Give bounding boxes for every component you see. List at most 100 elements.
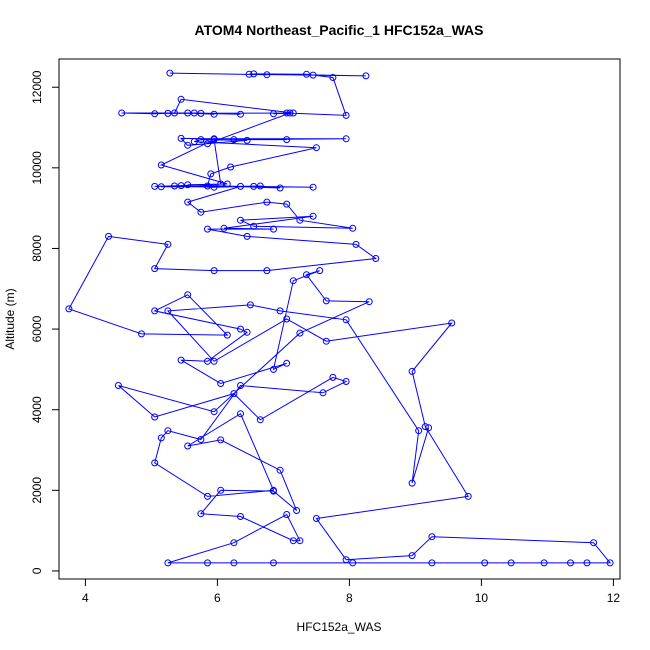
data-point (184, 141, 192, 149)
data-point (105, 232, 112, 240)
data-point (204, 140, 211, 148)
data-point (250, 182, 258, 190)
data-point (303, 271, 310, 279)
data-point (204, 182, 211, 190)
data-point (230, 539, 238, 547)
data-point (289, 537, 297, 545)
data-point (246, 301, 254, 309)
data-point (204, 357, 211, 365)
data-point (316, 267, 324, 275)
data-point (342, 111, 350, 119)
y-tick-label: 4000 (30, 396, 44, 423)
data-point (166, 69, 174, 77)
data-point (190, 109, 198, 117)
data-point (204, 225, 211, 233)
data-point (408, 367, 416, 375)
data-point (329, 373, 337, 381)
data-point (342, 378, 350, 385)
data-point (263, 71, 271, 79)
data-point (270, 559, 277, 567)
data-point (319, 389, 327, 397)
data-point (151, 459, 159, 467)
data-point (151, 110, 159, 118)
data-point (342, 135, 350, 143)
y-tick-label: 8000 (30, 235, 44, 262)
data-point (365, 298, 373, 306)
data-point (276, 307, 284, 315)
data-point (342, 556, 350, 564)
data-point (184, 442, 192, 450)
data-point (237, 216, 244, 224)
data-point (190, 138, 198, 146)
data-point (151, 413, 159, 421)
data-point (151, 265, 159, 273)
data-point (303, 70, 310, 78)
data-point (567, 559, 574, 567)
data-point (293, 507, 301, 514)
data-point (270, 487, 277, 495)
data-point (270, 365, 277, 373)
data-point (329, 74, 337, 81)
data-point (250, 222, 258, 230)
data-point (177, 182, 185, 190)
data-point (349, 559, 357, 567)
data-point (296, 216, 304, 224)
data-point (296, 537, 304, 545)
data-series (65, 69, 614, 567)
data-point (540, 559, 548, 567)
data-point (210, 183, 218, 191)
y-tick-label: 0 (30, 567, 44, 574)
data-point (157, 183, 165, 191)
data-point (230, 390, 238, 398)
data-point (349, 224, 357, 232)
data-point (151, 182, 159, 190)
y-tick-label: 12000 (30, 70, 44, 104)
data-point (223, 331, 231, 339)
data-point (352, 240, 360, 248)
x-axis: 4 6 8 10 12 (82, 578, 620, 605)
data-point (171, 182, 178, 190)
data-point (223, 180, 231, 188)
data-point (237, 182, 244, 190)
data-point (197, 136, 205, 144)
data-point (227, 163, 235, 171)
data-point (184, 291, 192, 299)
data-point (237, 325, 244, 333)
data-point (164, 559, 172, 567)
data-point (428, 533, 436, 541)
data-point (197, 510, 205, 518)
data-point (263, 267, 271, 275)
data-point (309, 212, 317, 220)
y-axis-label: Altitude (m) (3, 288, 17, 349)
data-point (283, 200, 291, 208)
data-point (210, 357, 218, 365)
data-point (296, 329, 304, 337)
data-point (286, 109, 294, 117)
data-point (606, 559, 614, 567)
data-point (276, 184, 284, 192)
data-point (309, 183, 317, 191)
data-point (184, 198, 192, 206)
data-point (65, 305, 73, 313)
data-point (243, 328, 251, 336)
data-point (289, 109, 297, 117)
data-point (204, 492, 211, 500)
data-point (245, 70, 253, 78)
data-point (425, 424, 433, 432)
data-point (220, 224, 228, 232)
data-point (164, 240, 172, 248)
data-point (322, 337, 330, 345)
data-point (197, 109, 205, 117)
data-point (237, 110, 244, 118)
data-point (342, 316, 350, 324)
data-point (177, 356, 185, 364)
data-point (237, 410, 244, 418)
data-point (164, 307, 172, 315)
data-point (230, 559, 238, 567)
data-point (210, 408, 218, 416)
data-point (312, 515, 320, 522)
data-point (184, 181, 192, 189)
data-point (421, 423, 429, 431)
data-point (243, 232, 251, 240)
data-point (197, 436, 205, 443)
